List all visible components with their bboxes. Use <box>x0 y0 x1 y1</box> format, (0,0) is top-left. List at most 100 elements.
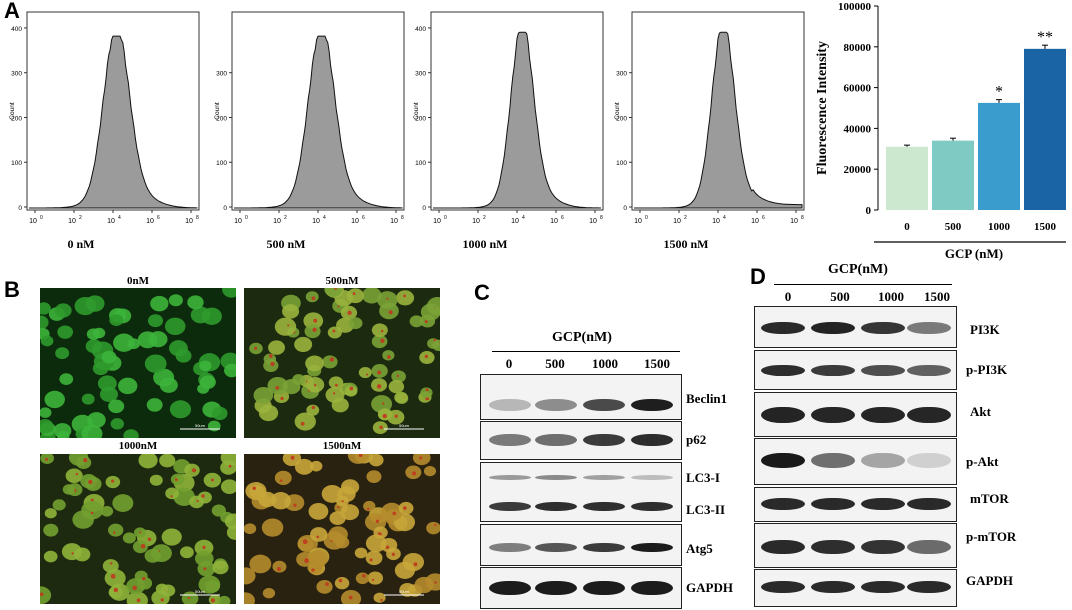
cell <box>334 577 350 590</box>
cell <box>362 288 382 304</box>
cell <box>308 502 329 520</box>
x-tick-label: 0 <box>904 221 910 233</box>
red-puncta <box>113 531 116 534</box>
cell <box>371 334 388 349</box>
cell <box>52 499 66 511</box>
x-tick-label: 10 <box>589 218 597 225</box>
x-tick-label: 1000 <box>988 221 1011 233</box>
x-tick-exponent: 6 <box>362 215 365 221</box>
red-puncta <box>147 537 152 542</box>
y-tick-label: 400 <box>415 26 426 33</box>
micro-title-0: 0nM <box>127 275 149 287</box>
cell <box>81 500 104 520</box>
band <box>583 399 625 411</box>
cell <box>132 540 148 554</box>
cell <box>57 325 73 339</box>
band <box>489 399 531 411</box>
x-tick-exponent: 6 <box>762 215 765 221</box>
red-puncta <box>203 567 207 571</box>
bar-500 <box>932 140 974 210</box>
red-puncta <box>434 523 437 527</box>
red-puncta <box>293 503 297 507</box>
label-lc3-i: LC3-I <box>686 470 720 485</box>
cell <box>388 380 405 394</box>
label-p62: p62 <box>686 432 707 447</box>
y-axis-label: Count <box>614 102 621 120</box>
red-puncta <box>419 456 423 460</box>
y-tick-label: 200 <box>616 115 627 122</box>
red-puncta <box>413 562 418 567</box>
band <box>489 581 531 595</box>
cell <box>144 354 167 373</box>
cell <box>365 534 387 553</box>
band <box>907 453 951 468</box>
band <box>631 581 673 595</box>
x-tick-exponent: 0 <box>444 215 447 221</box>
x-tick-exponent: 8 <box>801 215 804 221</box>
y-tick-label: 400 <box>11 26 22 33</box>
band <box>631 399 673 411</box>
cell <box>108 399 125 414</box>
red-puncta <box>311 568 315 572</box>
band <box>811 540 855 554</box>
micrograph-1000nm: 50um <box>40 454 236 604</box>
cell <box>199 360 212 372</box>
y-tick-label: 0 <box>866 205 872 217</box>
band <box>535 543 577 552</box>
red-puncta <box>382 402 385 405</box>
cell <box>426 521 440 535</box>
cell <box>292 374 305 385</box>
red-puncta <box>90 498 94 502</box>
x-tick-label: 10 <box>751 218 759 225</box>
y-tick-label: 100 <box>11 160 22 167</box>
red-puncta <box>287 324 290 327</box>
cell <box>127 338 141 350</box>
red-puncta <box>280 396 284 401</box>
cell <box>40 586 52 604</box>
red-puncta <box>268 354 273 358</box>
cell <box>373 592 386 603</box>
histogram-curve <box>433 31 601 209</box>
cell <box>328 376 344 389</box>
cell <box>59 373 74 386</box>
red-puncta <box>174 478 178 482</box>
blot-p-pi3k <box>754 350 957 390</box>
cell <box>245 482 267 501</box>
band <box>811 498 855 510</box>
cell <box>197 383 210 394</box>
red-puncta <box>366 373 369 376</box>
cell <box>274 470 292 486</box>
red-puncta <box>396 374 400 378</box>
blot-p-akt <box>754 438 957 485</box>
cell <box>354 547 368 559</box>
cell <box>87 412 106 428</box>
label-atg5: Atg5 <box>686 541 713 556</box>
band <box>761 322 805 334</box>
cell <box>43 523 59 537</box>
x-tick-label: 10 <box>712 218 720 225</box>
x-tick-label: 1500 <box>1034 221 1057 233</box>
red-puncta <box>83 457 88 463</box>
scale-bar-label: 50um <box>399 423 410 428</box>
bar-0 <box>886 146 928 210</box>
red-puncta <box>170 495 173 498</box>
x-tick-exponent: 6 <box>561 215 564 221</box>
red-puncta <box>434 581 437 584</box>
cell <box>432 339 440 352</box>
y-tick-label: 100000 <box>838 1 872 13</box>
x-tick-exponent: 0 <box>645 215 648 221</box>
cell <box>294 458 314 475</box>
red-puncta <box>334 288 337 290</box>
bar-1000 <box>978 102 1020 210</box>
micro-title-1500: 1500nM <box>322 440 362 452</box>
red-puncta <box>341 500 344 503</box>
cell <box>377 291 398 309</box>
x-tick-label: 10 <box>673 218 681 225</box>
cell <box>244 592 255 604</box>
cell <box>137 331 158 349</box>
label-lc3-ii: LC3-II <box>686 502 726 517</box>
blot-p62 <box>480 421 682 460</box>
panel-d-lane-1500: 1500 <box>924 289 950 304</box>
